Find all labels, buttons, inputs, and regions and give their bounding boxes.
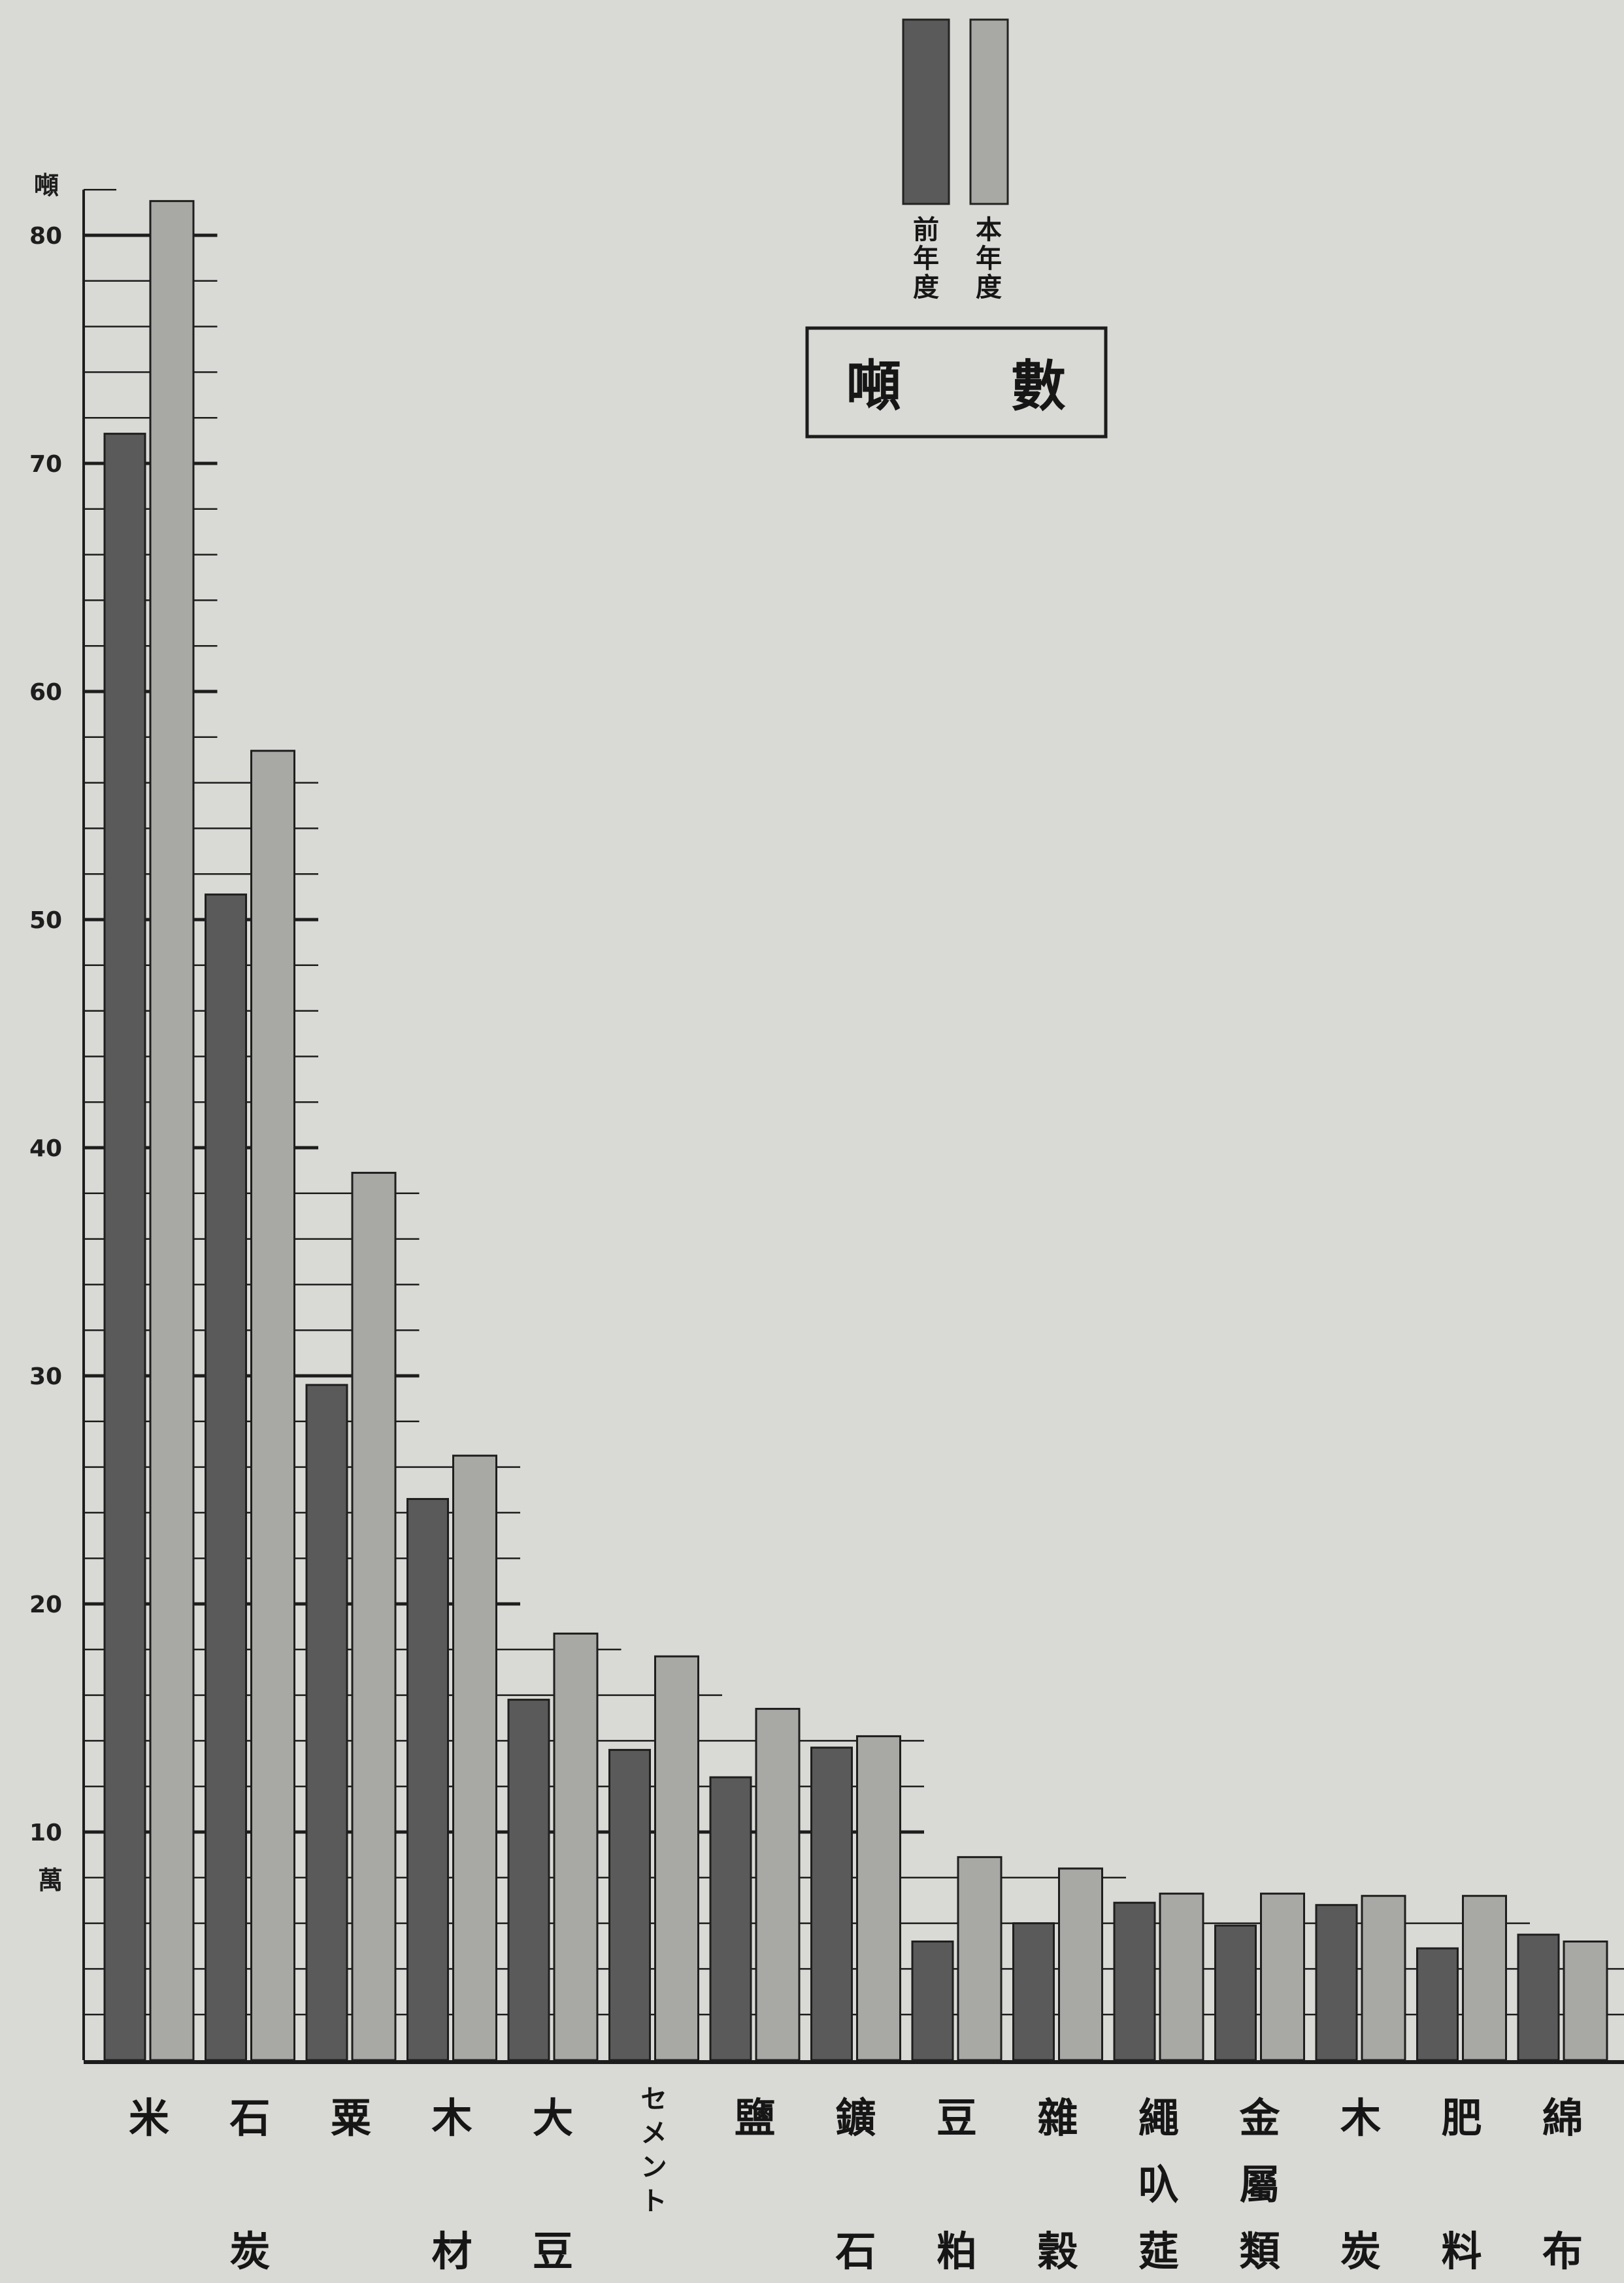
bar-current-year [149,200,195,2061]
category-label: 炭 [1340,2227,1381,2275]
bar-previous-year [1416,1947,1459,2061]
category-label: 肥 [1441,2094,1482,2142]
category-label: 炭 [229,2227,270,2275]
legend-swatch-current-year [969,18,1009,205]
category-label: 類 [1239,2227,1280,2275]
bar-previous-year [911,1941,954,2061]
bar-current-year [957,1856,1003,2061]
y-tick-label: 50 [29,907,62,934]
category-label: 材 [431,2227,472,2275]
category-label: 莚 [1138,2227,1179,2275]
bar-current-year [654,1655,699,2061]
legend-swatch-previous-year [902,18,950,205]
category-label: 米 [129,2094,169,2142]
bar-previous-year [1517,1933,1560,2061]
category-label: 金 [1238,2094,1280,2142]
category-label: 屬 [1239,2161,1280,2208]
bar-previous-year [709,1776,752,2061]
bar-current-year [553,1632,599,2061]
y-axis-unit: 萬 [38,1865,63,1895]
legend-label-previous-year: 前年度 [913,214,939,303]
bar-previous-year [406,1497,449,2061]
category-label: 石 [229,2094,270,2142]
bar-previous-year [608,1748,651,2061]
bar-current-year [1058,1867,1103,2061]
bar-previous-year [103,433,146,2061]
bar-previous-year [1113,1901,1156,2061]
bar-previous-year [305,1384,348,2061]
category-label: 綿 [1542,2094,1583,2142]
category-label: 粕 [936,2227,977,2275]
category-label: 木 [431,2094,472,2142]
y-tick-label: 40 [29,1135,62,1162]
category-label: 大 [533,2094,573,2142]
bar-previous-year [810,1746,853,2061]
category-labels: 米石炭粟 木材大豆セメント鹽 鑛石豆粕雜穀繩叺莚金屬類木炭肥料綿布 [129,2084,1583,2275]
bar-previous-year [507,1699,550,2061]
bar-current-year [856,1735,901,2061]
y-tick-label: 80 [29,223,62,250]
category-label: 鑛 [835,2094,876,2142]
category-label: 木 [1340,2094,1381,2142]
category-label: 石 [835,2227,876,2275]
category-label: ト [641,2186,667,2216]
chart-title: 噸 數 [846,354,1066,418]
category-label: 雜 [1037,2094,1078,2142]
category-label: メ [641,2118,667,2148]
bar-previous-year [1214,1924,1257,2061]
y-tick-label: 20 [29,1591,62,1618]
bar-current-year [1563,1941,1608,2061]
category-label: 穀 [1037,2227,1078,2275]
category-label: 料 [1441,2227,1482,2275]
y-axis: 10 20 30 40 50 60 70 80 [29,190,1624,2064]
y-tick-label: 60 [29,679,62,706]
y-tick-label: 30 [29,1363,62,1390]
category-label: ン [641,2152,667,2182]
bar-current-year [250,750,295,2061]
bar-current-year [1361,1895,1406,2061]
bar-current-year [755,1708,801,2061]
title-frame [805,326,1108,439]
bar-previous-year [205,893,247,2061]
chart-title-box: 噸 數 [805,326,1108,439]
legend-label-current-year: 本年度 [976,214,1002,303]
category-label: 豆 [936,2094,977,2142]
bar-current-year [1462,1895,1507,2061]
y-tick-label: 10 [29,1820,62,1846]
bar-current-year [1260,1892,1305,2061]
bar-previous-year [1315,1904,1358,2061]
bar-current-year [452,1454,497,2061]
category-label: 鹽 [735,2094,775,2142]
category-label: 粟 [331,2094,371,2142]
y-tick-label: 70 [29,451,62,478]
category-label: 繩 [1138,2094,1179,2142]
category-label: 豆 [533,2227,573,2275]
category-label: 叺 [1138,2161,1179,2208]
category-label: 布 [1542,2227,1583,2275]
legend: 前年度 本年度 [902,18,1009,303]
bar-previous-year [1012,1922,1055,2061]
bars [103,200,1608,2061]
bar-current-year [1159,1892,1204,2061]
category-label: セ [641,2084,667,2114]
y-axis-label: 噸 [34,171,59,200]
bar-current-year [351,1171,397,2061]
